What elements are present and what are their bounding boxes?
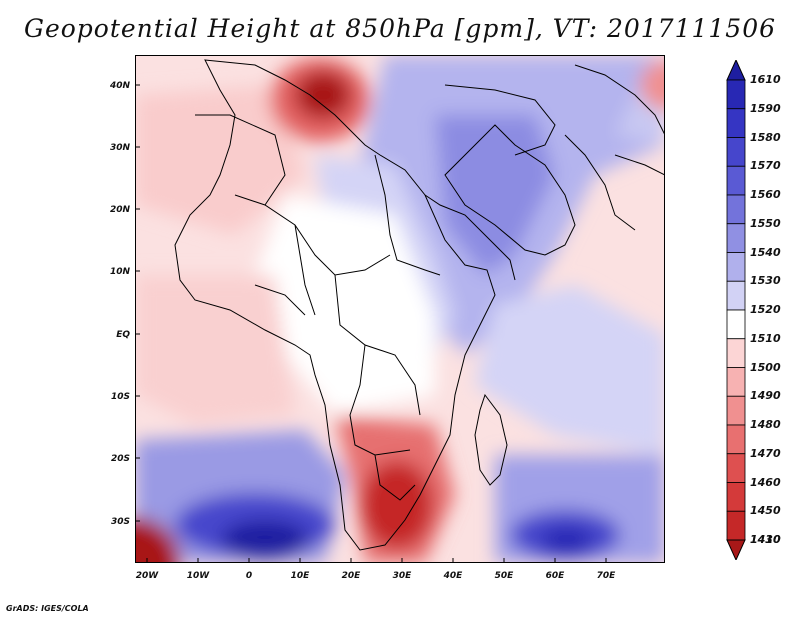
- lat-label-10n: 10N: [110, 267, 131, 277]
- geopotential-map: [135, 55, 665, 563]
- lon-label-20e: 20E: [342, 571, 362, 581]
- colorbar-swatch: [726, 395, 746, 426]
- height-field: [135, 55, 665, 563]
- lat-label-30n: 30N: [110, 143, 131, 153]
- lon-label-70e: 70E: [597, 571, 617, 581]
- colorbar-label: 1590: [750, 101, 781, 115]
- colorbar-swatch: [726, 453, 746, 483]
- colorbar-label: 1460: [750, 475, 781, 489]
- colorbar-label: 1500: [750, 360, 781, 374]
- colorbar-label: 1530: [750, 274, 781, 288]
- map-panel: [135, 55, 665, 563]
- coastline: [174, 59, 665, 551]
- lon-axis: 20W 10W 0 10E 20E 30E 40E 50E 60E 70E: [136, 571, 617, 581]
- lon-label-10e: 10E: [291, 571, 311, 581]
- lat-label-40n: 40N: [109, 81, 131, 91]
- colorbar-swatch: [726, 338, 746, 368]
- colorbar-swatch: [726, 367, 746, 397]
- chart-title: Geopotential Height at 850hPa [gpm], VT:…: [23, 14, 777, 43]
- map-frame: [135, 55, 665, 563]
- colorbar-label: 1550: [750, 216, 781, 230]
- colorbar-swatch: [726, 280, 746, 311]
- lon-label-30e: 30E: [393, 571, 413, 581]
- colorbar-label: 1480: [750, 418, 781, 431]
- colorbar: [726, 60, 746, 560]
- colorbar-cap-top: [726, 60, 746, 81]
- lon-label-0: 0: [246, 571, 252, 581]
- lat-label-30s: 30S: [111, 517, 130, 527]
- colorbar-label: 1430: [750, 533, 781, 546]
- colorbar-label: 1560: [750, 188, 781, 201]
- colorbar-swatch: [726, 108, 746, 138]
- colorbar-swatch: [726, 252, 746, 282]
- lon-label-60e: 60E: [546, 571, 566, 581]
- footer-credit: GrADS: IGES/COLA: [6, 604, 89, 613]
- lat-label-eq: EQ: [116, 330, 130, 340]
- colorbar-label: 1490: [750, 389, 781, 403]
- colorbar-label: 1520: [750, 303, 781, 316]
- colorbar-swatch: [726, 79, 746, 110]
- colorbar-swatch: [726, 165, 746, 196]
- colorbar-swatch: [726, 309, 746, 340]
- colorbar-label: 1540: [750, 245, 781, 259]
- lat-label-20n: 20N: [110, 205, 131, 215]
- colorbar-label: 1570: [750, 159, 781, 173]
- colorbar-swatch: [726, 223, 746, 253]
- colorbar-swatch: [726, 510, 746, 541]
- lon-label-10w: 10W: [187, 571, 211, 581]
- colorbar-label: 1410: [750, 533, 781, 546]
- colorbar-swatch: [726, 424, 746, 455]
- colorbar-label: 1470: [750, 446, 781, 460]
- colorbar-label: 1510: [750, 331, 781, 345]
- lat-label-10s: 10S: [111, 392, 130, 402]
- colorbar-swatch: [726, 194, 746, 225]
- lon-label-50e: 50E: [495, 571, 515, 581]
- colorbar-swatch: [726, 482, 746, 512]
- lon-label-20w: 20W: [136, 571, 160, 581]
- colorbar-label: 1610: [750, 73, 781, 86]
- lat-label-20s: 20S: [111, 454, 130, 464]
- colorbar-cap-bottom: [726, 539, 746, 560]
- colorbar-swatch: [726, 137, 746, 167]
- colorbar-label: 1450: [750, 504, 781, 518]
- lon-label-40e: 40E: [443, 571, 464, 581]
- lat-axis: 40N 30N 20N 10N EQ 10S 20S 30S: [109, 81, 131, 527]
- colorbar-label: 1580: [750, 130, 781, 144]
